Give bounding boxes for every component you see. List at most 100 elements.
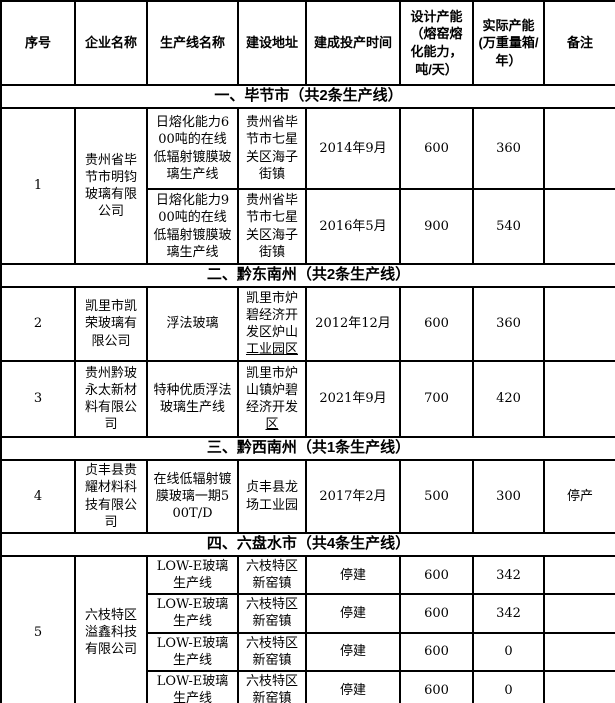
section-row-qiandongnan: 二、黔东南州（共2条生产线） <box>0 263 615 288</box>
remark-cell <box>543 593 615 634</box>
col-header-company: 企业名称 <box>74 0 148 86</box>
address-cell: 六枝特区新窑镇 <box>237 631 307 672</box>
design-capacity-cell: 600 <box>399 286 474 362</box>
commission-date-cell: 2017年2月 <box>305 459 401 534</box>
address-text: 贵州省毕节市七星关区海子街镇 <box>245 193 298 260</box>
commission-date-cell: 停建 <box>305 631 401 672</box>
company-cell: 凯里市凯荣玻璃有限公司 <box>74 286 148 362</box>
address-cell: 六枝特区新窑镇 <box>237 669 307 703</box>
address-text: 六枝特区新窑镇 <box>245 673 298 703</box>
address-text: 六枝特区新窑镇 <box>245 635 298 668</box>
address-text: 六枝特区新窑镇 <box>245 597 298 630</box>
remark-cell <box>543 107 615 190</box>
actual-capacity-cell: 540 <box>472 188 545 265</box>
line-name-cell: LOW-E玻璃生产线 <box>146 669 239 703</box>
company-cell: 贵州黔玻永太新材料有限公司 <box>74 360 148 438</box>
actual-capacity-cell: 0 <box>472 631 545 672</box>
address-text: 贵州省毕节市七星关区海子街镇 <box>245 115 298 182</box>
actual-capacity-cell: 342 <box>472 593 545 634</box>
remark-cell: 停产 <box>543 459 615 534</box>
col-header-serial: 序号 <box>0 0 76 86</box>
address-underlined-text: 区 <box>265 417 279 433</box>
actual-capacity-cell: 420 <box>472 360 545 438</box>
commission-date-cell: 2012年12月 <box>305 286 401 362</box>
company-cell: 六枝特区溢鑫科技有限公司 <box>74 554 148 703</box>
col-header-design-capacity: 设计产能（熔窑熔化能力，吨/天） <box>399 0 474 86</box>
commission-date-cell: 2016年5月 <box>305 188 401 265</box>
section-row-bijie: 一、毕节市（共2条生产线） <box>0 84 615 109</box>
serial-cell: 3 <box>0 360 76 438</box>
commission-date-cell: 停建 <box>305 669 401 703</box>
section-title-qianxinan: 三、黔西南州（共1条生产线） <box>0 436 615 461</box>
col-header-address: 建设地址 <box>237 0 307 86</box>
address-cell: 贵州省毕节市七星关区海子街镇 <box>237 188 307 265</box>
line-name-cell: 特种优质浮法玻璃生产线 <box>146 360 239 438</box>
table-row: 2 凯里市凯荣玻璃有限公司 浮法玻璃 凯里市炉碧经济开发区炉山工业园区 2012… <box>0 286 615 362</box>
serial-cell: 5 <box>0 554 76 703</box>
line-name-cell: 日熔化能力600吨的在线低辐射镀膜玻璃生产线 <box>146 107 239 190</box>
serial-cell: 2 <box>0 286 76 362</box>
section-title-bijie: 一、毕节市（共2条生产线） <box>0 84 615 109</box>
address-cell: 凯里市炉山镇炉碧经济开发区 <box>237 360 307 438</box>
section-title-liupanshui: 四、六盘水市（共4条生产线） <box>0 532 615 557</box>
line-name-cell: 在线低辐射镀膜玻璃一期500T/D <box>146 459 239 534</box>
line-name-cell: 浮法玻璃 <box>146 286 239 362</box>
col-header-remarks: 备注 <box>543 0 615 86</box>
design-capacity-cell: 600 <box>399 631 474 672</box>
address-cell: 六枝特区新窑镇 <box>237 593 307 634</box>
col-header-actual-capacity: 实际产能(万重量箱/年） <box>472 0 545 86</box>
table-row: LOW-E玻璃生产线 六枝特区新窑镇 停建 600 0 <box>1 631 615 672</box>
commission-date-cell: 停建 <box>305 554 401 596</box>
design-capacity-cell: 900 <box>399 188 474 265</box>
remark-cell <box>543 286 615 362</box>
remark-cell <box>543 669 615 703</box>
col-header-line-name: 生产线名称 <box>146 0 239 86</box>
table-row: 3 贵州黔玻永太新材料有限公司 特种优质浮法玻璃生产线 凯里市炉山镇炉碧经济开发… <box>0 360 615 438</box>
commission-date-cell: 2014年9月 <box>305 107 401 190</box>
actual-capacity-cell: 0 <box>472 669 545 703</box>
address-underlined-text: 工业园区 <box>245 342 298 358</box>
address-cell: 贵州省毕节市七星关区海子街镇 <box>237 107 307 190</box>
actual-capacity-cell: 360 <box>472 107 545 190</box>
section-row-qianxinan: 三、黔西南州（共1条生产线） <box>0 436 615 461</box>
table-row: LOW-E玻璃生产线 六枝特区新窑镇 停建 600 0 <box>1 669 615 703</box>
table-row: 5 六枝特区溢鑫科技有限公司 LOW-E玻璃生产线 六枝特区新窑镇 停建 600… <box>0 554 615 703</box>
remark-cell <box>543 360 615 438</box>
table-row: 1 贵州省毕节市明钧玻璃有限公司 日熔化能力600吨的在线低辐射镀膜玻璃生产线 … <box>0 107 615 265</box>
table-header-row: 序号 企业名称 生产线名称 建设地址 建成投产时间 设计产能（熔窑熔化能力，吨/… <box>0 0 615 86</box>
line-name-cell: LOW-E玻璃生产线 <box>146 593 239 634</box>
company-cell: 贞丰县贵耀材料科技有限公司 <box>74 459 148 534</box>
design-capacity-cell: 600 <box>399 554 474 596</box>
company-cell: 贵州省毕节市明钧玻璃有限公司 <box>74 107 148 265</box>
design-capacity-cell: 500 <box>399 459 474 534</box>
address-cell: 六枝特区新窑镇 <box>237 554 307 596</box>
address-text: 凯里市炉山镇炉碧经济开发 <box>245 365 298 415</box>
table-row: LOW-E玻璃生产线 六枝特区新窑镇 停建 600 342 <box>1 593 615 634</box>
design-capacity-cell: 700 <box>399 360 474 438</box>
commission-date-cell: 2021年9月 <box>305 360 401 438</box>
actual-capacity-cell: 300 <box>472 459 545 534</box>
serial-cell: 1 <box>0 107 76 265</box>
address-cell: 贞丰县龙场工业园 <box>237 459 307 534</box>
address-text: 六枝特区新窑镇 <box>245 559 298 592</box>
line-name-cell: 日熔化能力900吨的在线低辐射镀膜玻璃生产线 <box>146 188 239 265</box>
design-capacity-cell: 600 <box>399 669 474 703</box>
address-text: 凯里市炉碧经济开发区炉山 <box>245 290 298 340</box>
commission-date-cell: 停建 <box>305 593 401 634</box>
design-capacity-cell: 600 <box>399 107 474 190</box>
col-header-commission-date: 建成投产时间 <box>305 0 401 86</box>
section-title-qiandongnan: 二、黔东南州（共2条生产线） <box>0 263 615 288</box>
actual-capacity-cell: 360 <box>472 286 545 362</box>
line-name-cell: LOW-E玻璃生产线 <box>146 631 239 672</box>
address-cell: 凯里市炉碧经济开发区炉山工业园区 <box>237 286 307 362</box>
address-text: 贞丰县龙场工业园 <box>245 480 298 513</box>
serial-cell: 4 <box>0 459 76 534</box>
table-row: 日熔化能力900吨的在线低辐射镀膜玻璃生产线 贵州省毕节市七星关区海子街镇 20… <box>1 188 615 265</box>
table-row: 4 贞丰县贵耀材料科技有限公司 在线低辐射镀膜玻璃一期500T/D 贞丰县龙场工… <box>0 459 615 534</box>
remark-cell <box>543 188 615 265</box>
design-capacity-cell: 600 <box>399 593 474 634</box>
remark-cell <box>543 554 615 596</box>
line-name-cell: LOW-E玻璃生产线 <box>146 554 239 596</box>
actual-capacity-cell: 342 <box>472 554 545 596</box>
